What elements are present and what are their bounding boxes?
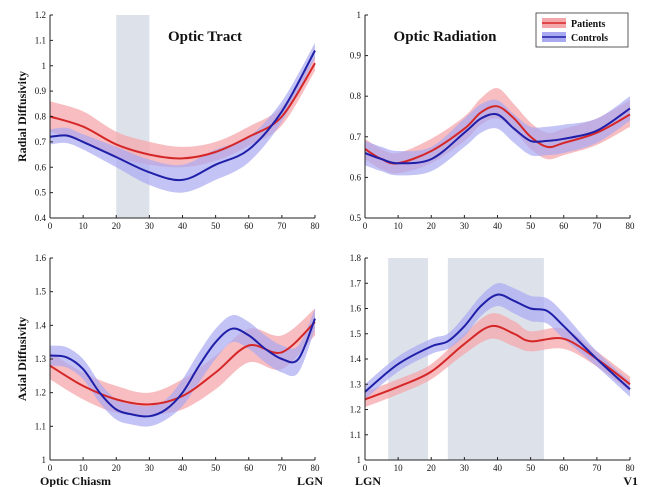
y-tick-label: 1.1 <box>35 35 46 45</box>
panel-tl: 0 10 20 30 40 50 60 70 80 0.4 0.5 0.6 0.7 0.8 0.9 1 1.1 1… <box>15 10 320 231</box>
y-tick-label: 1 <box>42 61 47 71</box>
x-start-label: LGN <box>355 474 381 487</box>
y-tick-label: 1.7 <box>350 278 362 288</box>
y-tick-label: 1.5 <box>350 329 362 339</box>
x-tick-label: 30 <box>460 221 470 231</box>
y-axis-label: Axial Diffusivity <box>15 317 29 401</box>
x-tick-label: 50 <box>211 463 221 473</box>
y-tick-label: 0.9 <box>35 86 47 96</box>
x-tick-label: 70 <box>277 463 287 473</box>
x-tick-label: 50 <box>526 463 536 473</box>
x-tick-label: 10 <box>79 463 89 473</box>
controls-line <box>49 50 316 182</box>
controls-line <box>364 107 631 165</box>
x-tick-label: 60 <box>559 221 569 231</box>
y-tick-label: 1.1 <box>350 430 361 440</box>
legend: Patients Controls <box>535 12 629 48</box>
y-tick-label: 1.3 <box>35 354 47 364</box>
highlight-region <box>116 15 150 218</box>
y-tick-label: 0.6 <box>350 172 362 182</box>
y-tick-label: 0.6 <box>35 162 47 172</box>
controls-band <box>50 308 315 427</box>
x-tick-label: 10 <box>394 463 404 473</box>
x-tick-label: 60 <box>244 463 254 473</box>
x-tick-label: 50 <box>211 221 221 231</box>
y-tick-label: 0.5 <box>350 213 362 223</box>
y-tick-label: 1.6 <box>350 304 362 314</box>
x-tick-label: 0 <box>363 463 368 473</box>
y-tick-label: 1.5 <box>35 287 47 297</box>
y-tick-label: 1.1 <box>35 421 46 431</box>
x-end-label: LGN <box>297 474 323 487</box>
x-tick-label: 40 <box>493 463 503 473</box>
x-tick-label: 60 <box>244 221 254 231</box>
controls-line <box>364 293 631 393</box>
legend-label-patients: Patients <box>571 19 606 30</box>
y-tick-label: 1.4 <box>350 354 362 364</box>
y-tick-label: 0.7 <box>35 137 47 147</box>
x-tick-label: 80 <box>311 463 321 473</box>
x-tick-label: 70 <box>592 221 602 231</box>
x-tick-label: 20 <box>427 463 437 473</box>
x-tick-label: 20 <box>112 463 122 473</box>
panel-title: Optic Radiation <box>394 29 498 45</box>
y-tick-label: 0.7 <box>350 132 362 142</box>
y-tick-label: 1.2 <box>35 10 46 20</box>
y-tick-label: 1 <box>357 10 362 20</box>
x-tick-label: 10 <box>394 221 404 231</box>
panel-tr: 0 10 20 30 40 50 60 70 80 0.5 0.6 0.7 0.8 0.9 1 Optic R… <box>350 10 635 231</box>
x-tick-label: 0 <box>363 221 368 231</box>
x-tick-label: 0 <box>48 463 53 473</box>
x-tick-label: 10 <box>79 221 89 231</box>
x-tick-label: 80 <box>626 221 636 231</box>
y-tick-label: 1.2 <box>350 405 361 415</box>
y-tick-label: 1.2 <box>35 388 46 398</box>
y-axis-label: Radial Diffusivity <box>15 71 29 162</box>
x-tick-label: 0 <box>48 221 53 231</box>
y-tick-label: 1.8 <box>350 253 362 263</box>
x-end-label: V1 <box>623 474 638 487</box>
x-tick-label: 20 <box>112 221 122 231</box>
y-tick-label: 1.6 <box>35 253 47 263</box>
patients-line <box>49 321 316 406</box>
x-tick-label: 70 <box>592 463 602 473</box>
x-tick-label: 30 <box>145 221 155 231</box>
x-tick-label: 40 <box>178 463 188 473</box>
patients-line <box>364 324 631 401</box>
controls-band <box>365 96 630 176</box>
x-tick-label: 30 <box>145 463 155 473</box>
y-tick-label: 1 <box>357 455 362 465</box>
y-tick-label: 0.9 <box>350 51 362 61</box>
x-tick-label: 60 <box>559 463 569 473</box>
x-tick-label: 40 <box>178 221 188 231</box>
y-tick-label: 0.5 <box>35 188 47 198</box>
panel-br: 0 10 20 30 40 50 60 70 80 1 1.1 1.2 1.3 1.4 1.5 1.6 1.7 1… <box>350 253 638 487</box>
x-tick-label: 40 <box>493 221 503 231</box>
legend-label-controls: Controls <box>571 33 608 44</box>
x-tick-label: 80 <box>626 463 636 473</box>
x-tick-label: 70 <box>277 221 287 231</box>
x-start-label: Optic Chiasm <box>40 474 111 487</box>
controls-band <box>50 42 315 193</box>
x-tick-label: 50 <box>526 221 536 231</box>
x-tick-label: 20 <box>427 221 437 231</box>
x-tick-label: 80 <box>311 221 321 231</box>
controls-band <box>365 283 630 400</box>
y-tick-label: 1.4 <box>35 320 47 330</box>
y-tick-label: 0.8 <box>350 91 362 101</box>
x-tick-label: 30 <box>460 463 470 473</box>
controls-line <box>49 318 316 418</box>
y-tick-label: 1 <box>42 455 47 465</box>
panel-bl: 0 10 20 30 40 50 60 70 80 1 1.1 1.2 1.3 1.4 1.5 1.6 Axia… <box>15 253 323 487</box>
y-tick-label: 0.4 <box>35 213 47 223</box>
panel-title: Optic Tract <box>168 29 242 45</box>
y-tick-label: 0.8 <box>35 112 47 122</box>
y-tick-label: 1.3 <box>350 379 362 389</box>
